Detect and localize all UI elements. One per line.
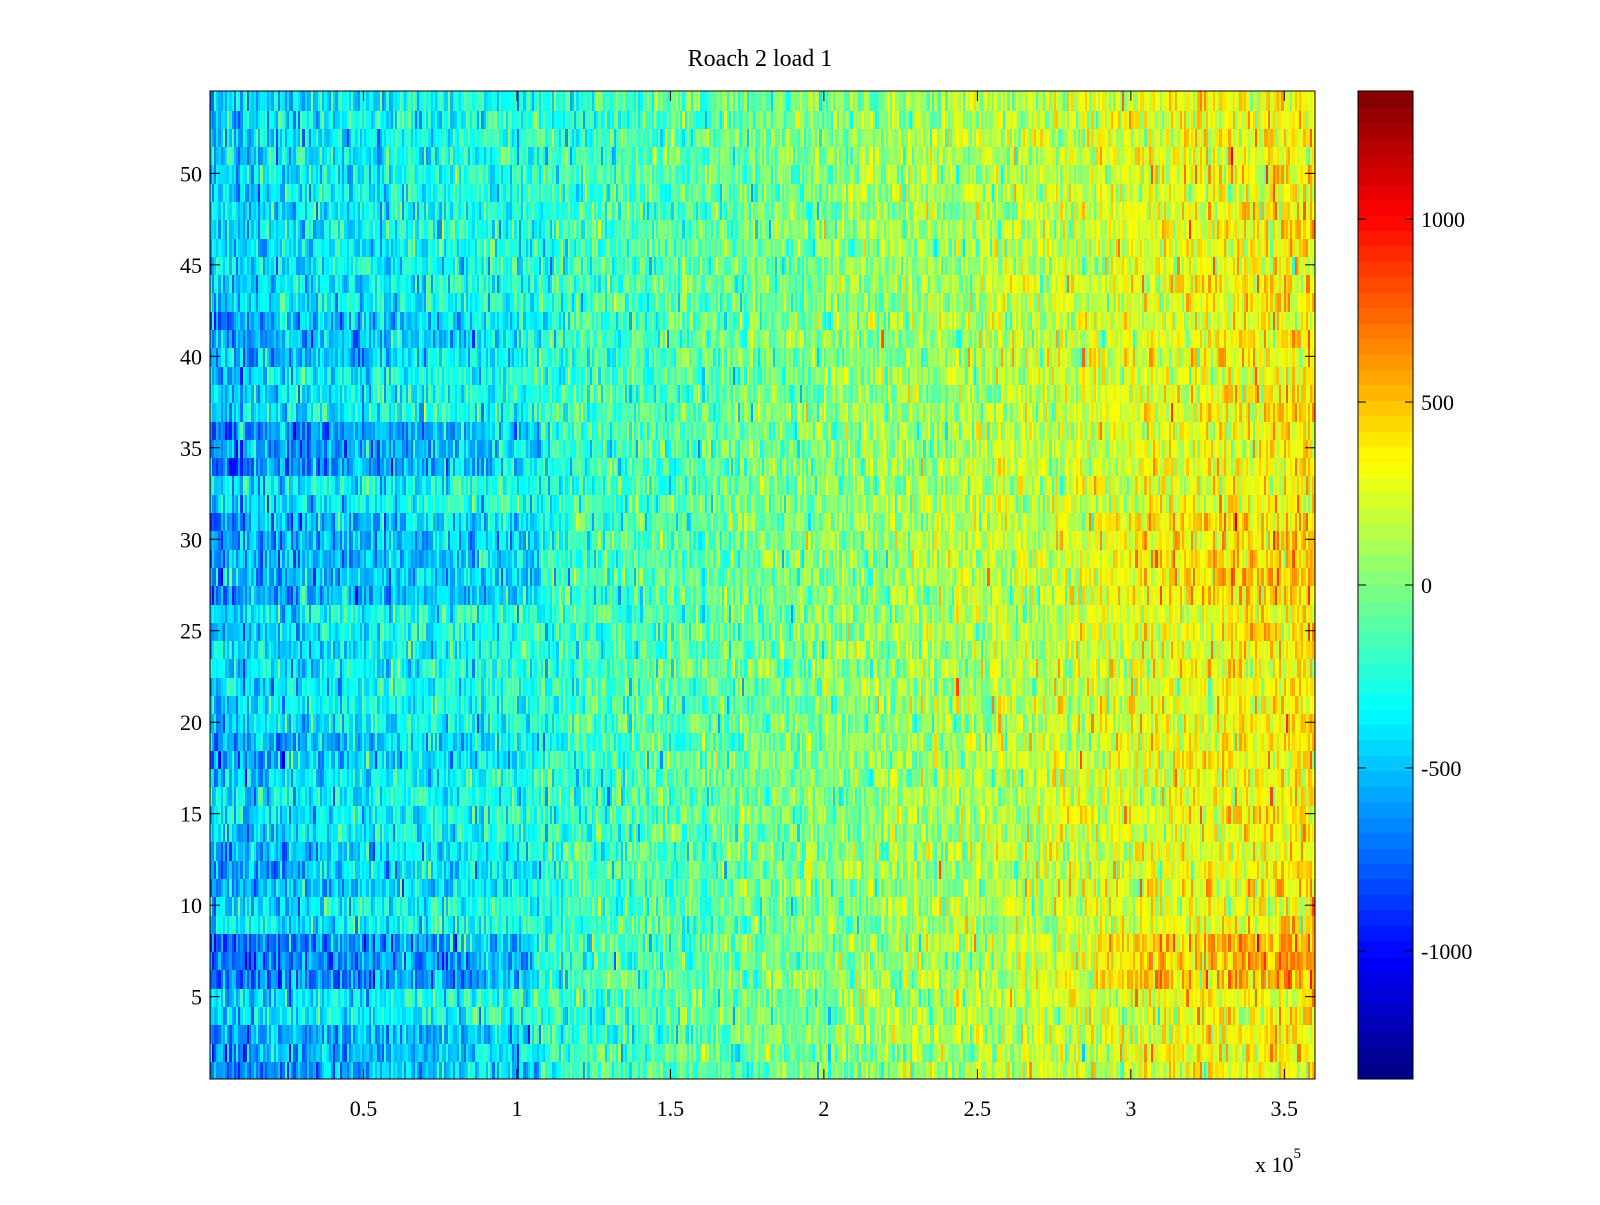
heatmap-image [210,91,1315,1079]
x-tick-label: 2 [818,1096,829,1121]
y-tick-label: 10 [180,893,202,918]
y-tick-label: 40 [180,344,202,369]
colorbar-image [1358,91,1413,1079]
y-tick-label: 20 [180,710,202,735]
x-axis-multiplier: x 105 [1255,1146,1301,1177]
heatmap-image-container [210,91,1315,1079]
colorbar-axis: 1000 500 0 -500 -1000 [1358,207,1472,964]
plot-area-frame [209,90,1316,1080]
y-tick-label: 45 [180,253,202,278]
x-axis-multiplier-exponent: 5 [1294,1146,1302,1162]
colorbar-tick-label: 1000 [1421,207,1465,232]
y-tick-label: 50 [180,161,202,186]
colorbar-tick-label: 0 [1421,573,1432,598]
x-axis-multiplier-base: x 10 [1255,1152,1294,1177]
y-tick-label: 15 [180,802,202,827]
y-tick-label: 5 [191,985,202,1010]
colorbar-image-container [1358,91,1413,1079]
colorbar: 1000 500 0 -500 -1000 [1357,90,1472,1080]
colorbar-tick-label: -1000 [1421,939,1472,964]
colorbar-tick-label: 500 [1421,390,1454,415]
y-tick-label: 30 [180,527,202,552]
x-tick-label: 3 [1125,1096,1136,1121]
y-axis: 5 10 15 20 25 30 35 40 45 50 [180,161,1315,1010]
x-tick-label: 1 [511,1096,522,1121]
plot-area: 0.5 1 1.5 2 2.5 3 3.5 5 10 15 20 25 30 35 40 45 50 x 10… [180,90,1316,1177]
x-axis: 0.5 1 1.5 2 2.5 3 3.5 [350,91,1298,1121]
x-tick-label: 2.5 [964,1096,992,1121]
colorbar-tick-label: -500 [1421,756,1461,781]
x-tick-label: 3.5 [1271,1096,1299,1121]
y-tick-label: 25 [180,619,202,644]
x-tick-label: 0.5 [350,1096,378,1121]
y-tick-label: 35 [180,436,202,461]
chart-title: Roach 2 load 1 [688,46,833,72]
x-tick-label: 1.5 [657,1096,685,1121]
